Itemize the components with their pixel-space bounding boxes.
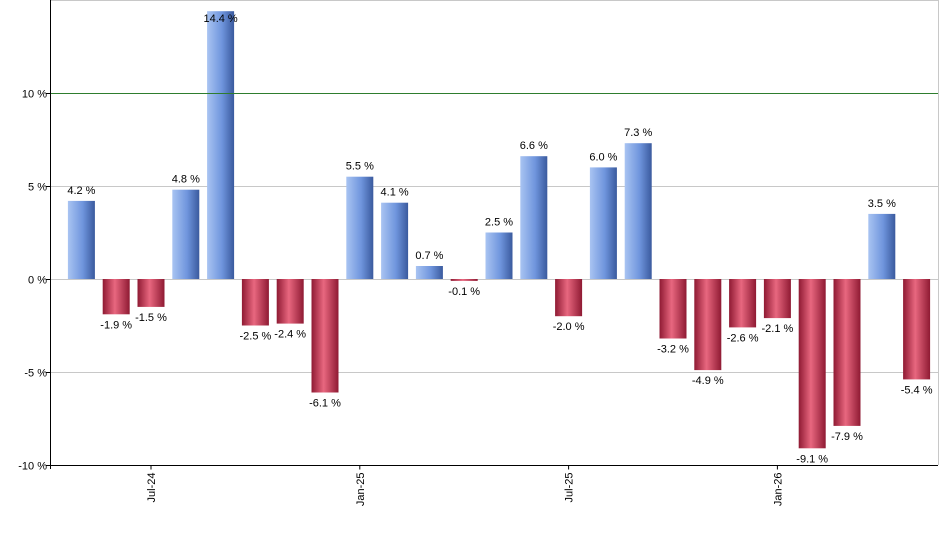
bar-value-label: 6.0 % (589, 151, 617, 163)
bar-value-label: 2.5 % (485, 217, 513, 229)
x-tick-label: Jul-25 (564, 473, 576, 503)
bar-negative (137, 279, 165, 307)
bar-value-label: 4.1 % (381, 187, 409, 199)
bar-negative (763, 279, 791, 319)
bar-negative (276, 279, 304, 324)
x-tick-label: Jan-25 (355, 473, 367, 507)
bar-negative (903, 279, 931, 380)
bar-negative (833, 279, 861, 426)
bar-value-label: -2.4 % (274, 329, 306, 341)
bar-value-label: 6.6 % (520, 140, 548, 152)
bar-negative (241, 279, 269, 326)
y-tick-label: 5 % (28, 182, 47, 194)
bar-negative (659, 279, 687, 339)
bar-value-label: -5.4 % (901, 384, 933, 396)
bar-negative (729, 279, 757, 328)
bar-positive (868, 213, 896, 279)
bar-value-label: 3.5 % (868, 198, 896, 210)
bar-value-label: -2.1 % (762, 323, 794, 335)
bar-value-label: -2.5 % (240, 331, 272, 343)
y-tick-label: -5 % (24, 368, 47, 380)
bar-positive (415, 266, 443, 279)
bar-positive (67, 200, 95, 279)
bar-value-label: -1.9 % (100, 319, 132, 331)
bar-value-label: -1.5 % (135, 312, 167, 324)
bar-value-label: 4.2 % (67, 185, 95, 197)
bar-positive (624, 143, 652, 279)
y-tick-label: -10 % (18, 461, 47, 473)
axis-layer (46, 0, 938, 470)
bar-value-label: 5.5 % (346, 161, 374, 173)
bar-negative (311, 279, 339, 393)
bar-value-label: -2.6 % (727, 332, 759, 344)
bar-value-label: -7.9 % (831, 431, 863, 443)
bar-value-label: -2.0 % (553, 321, 585, 333)
bar-value-label: 7.3 % (624, 127, 652, 139)
bar-positive (485, 232, 513, 279)
bar-negative (798, 279, 826, 449)
bar-value-label: -9.1 % (796, 453, 828, 465)
bar-negative (694, 279, 722, 371)
x-tick-label: Jul-24 (146, 473, 158, 503)
y-tick-label: 10 % (22, 89, 47, 101)
bar-value-label: 4.8 % (172, 174, 200, 186)
bars-layer (67, 11, 931, 449)
bar-positive (520, 156, 548, 279)
bar-value-label: -6.1 % (309, 398, 341, 410)
bar-value-label: -0.1 % (448, 286, 480, 298)
bar-negative (555, 279, 583, 317)
bar-positive (346, 176, 374, 279)
bar-negative (450, 279, 478, 281)
bar-negative (102, 279, 130, 315)
bar-positive (172, 189, 200, 279)
bar-value-label: 0.7 % (415, 250, 443, 262)
bar-positive (589, 167, 617, 279)
bar-value-label: -3.2 % (657, 344, 689, 356)
bar-positive (207, 11, 235, 279)
y-tick-label: 0 % (28, 275, 47, 287)
x-tick-label: Jan-26 (772, 473, 784, 507)
labels-layer: 10 % 5 % 0 % -5 % -10 % 4.2 % -1.9 %-1.5 % 4.8 … (18, 13, 932, 506)
bar-value-label: 14.4 % (203, 13, 237, 25)
bar-positive (381, 202, 409, 279)
bar-value-label: -4.9 % (692, 375, 724, 387)
